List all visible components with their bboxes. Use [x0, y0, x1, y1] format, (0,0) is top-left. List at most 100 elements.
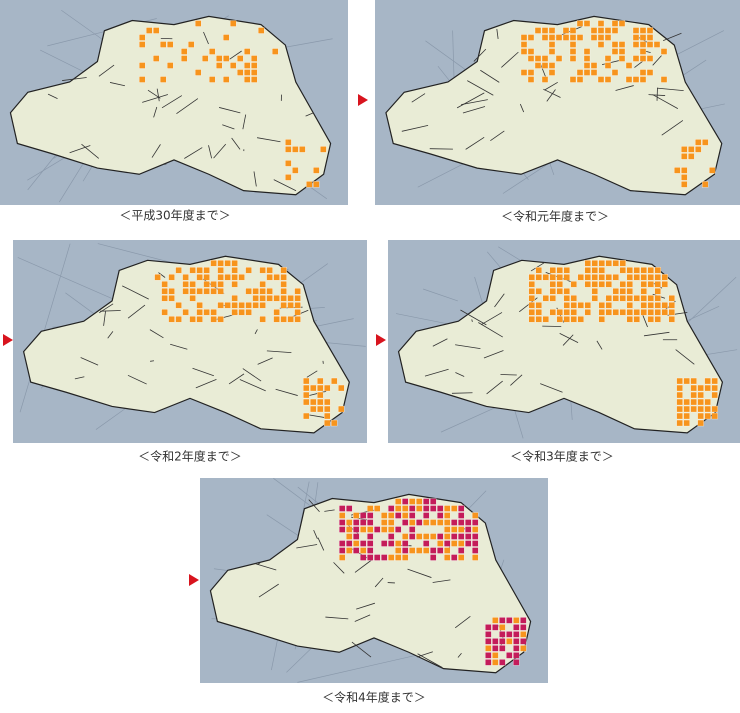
map	[13, 240, 367, 443]
cell	[660, 48, 668, 55]
cell	[590, 34, 598, 41]
cell	[654, 267, 661, 274]
cell	[472, 540, 479, 547]
cell	[704, 384, 711, 392]
cell	[604, 62, 612, 69]
cell	[285, 146, 292, 153]
boundary	[325, 616, 349, 620]
cell	[563, 309, 570, 316]
cell	[646, 55, 654, 62]
cell	[619, 260, 626, 267]
cell	[654, 316, 661, 323]
cell	[272, 48, 279, 55]
cell	[217, 288, 224, 295]
cell	[569, 48, 577, 55]
cell	[633, 309, 640, 316]
cell	[437, 505, 444, 512]
cell	[618, 20, 626, 27]
cell	[367, 526, 374, 533]
boundary	[98, 303, 114, 314]
boundary	[652, 55, 662, 66]
cell	[223, 55, 230, 62]
cell	[409, 547, 416, 554]
cell	[534, 55, 542, 62]
cell	[612, 295, 619, 302]
cell	[331, 377, 338, 385]
cell	[556, 316, 563, 323]
cell	[409, 533, 416, 540]
cell	[203, 288, 210, 295]
cell	[598, 260, 605, 267]
cell	[313, 167, 320, 174]
cell	[485, 659, 492, 666]
cell	[472, 533, 479, 540]
cell	[195, 20, 202, 27]
cell	[430, 498, 437, 505]
boundary	[74, 376, 85, 380]
cell	[259, 267, 266, 274]
cell	[294, 316, 301, 323]
cell	[458, 533, 465, 540]
cell	[303, 412, 310, 420]
cell	[640, 295, 647, 302]
caption: ＜令和4年度まで＞	[322, 690, 426, 705]
cell	[528, 274, 535, 281]
cell	[161, 309, 168, 316]
boundary	[473, 48, 487, 62]
cell	[584, 281, 591, 288]
cell	[704, 412, 711, 420]
cell	[499, 624, 506, 631]
cell	[598, 302, 605, 309]
cell	[175, 267, 182, 274]
cell	[189, 288, 196, 295]
cell	[697, 405, 704, 413]
cell	[654, 302, 661, 309]
cell	[444, 512, 451, 519]
cell	[388, 554, 395, 561]
cell	[374, 526, 381, 533]
cell	[310, 405, 317, 413]
cell	[430, 554, 437, 561]
boundary	[324, 509, 335, 512]
cell	[633, 316, 640, 323]
cell	[541, 76, 549, 83]
boundary	[333, 562, 345, 574]
cell	[231, 302, 238, 309]
cell	[549, 281, 556, 288]
boundary	[98, 64, 115, 77]
cell	[611, 69, 619, 76]
cell	[381, 554, 388, 561]
boundary	[486, 380, 503, 395]
cell	[444, 540, 451, 547]
cell	[423, 519, 430, 526]
boundary	[150, 360, 155, 362]
boundary	[239, 379, 266, 392]
boundary	[510, 374, 523, 386]
cell	[527, 69, 535, 76]
cell	[597, 34, 605, 41]
cell	[444, 526, 451, 533]
cell	[280, 288, 287, 295]
cell	[353, 512, 360, 519]
cell	[259, 302, 266, 309]
cell	[437, 533, 444, 540]
boundary	[543, 88, 561, 98]
cell	[563, 295, 570, 302]
cell	[626, 295, 633, 302]
cell	[472, 519, 479, 526]
boundary	[462, 106, 486, 114]
cell	[324, 405, 331, 413]
cell	[472, 526, 479, 533]
cell	[549, 267, 556, 274]
cell	[458, 547, 465, 554]
cell	[647, 316, 654, 323]
cell	[520, 41, 528, 48]
cell	[430, 533, 437, 540]
cell	[324, 419, 331, 427]
cell	[668, 309, 675, 316]
cell	[416, 498, 423, 505]
boundary	[519, 103, 525, 113]
cell	[654, 288, 661, 295]
cell	[360, 540, 367, 547]
